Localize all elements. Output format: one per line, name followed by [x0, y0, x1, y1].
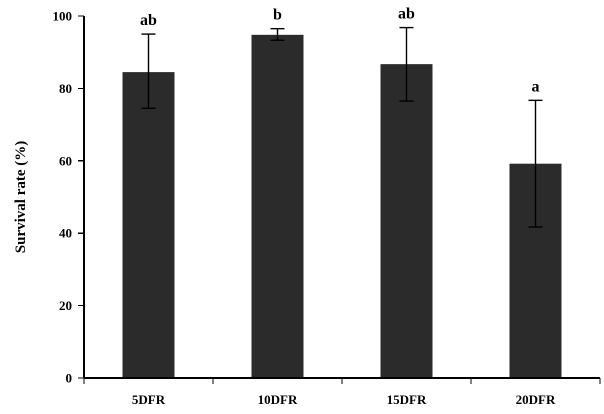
y-tick-label: 60 — [59, 153, 72, 168]
bar-5dfr — [122, 72, 175, 379]
y-axis-ticks: 0 20 40 60 80 100 — [53, 9, 84, 386]
significance-label: ab — [140, 12, 157, 29]
x-tick-label: 15DFR — [387, 392, 427, 407]
significance-labels: ab b ab a — [140, 6, 539, 96]
significance-label: a — [532, 78, 540, 95]
x-tick-label: 10DFR — [258, 392, 298, 407]
significance-label: b — [273, 7, 282, 24]
y-tick-label: 40 — [59, 226, 72, 241]
bars — [122, 34, 562, 379]
x-tick-label: 20DFR — [516, 392, 556, 407]
x-tick-label: 5DFR — [132, 392, 166, 407]
x-axis-ticks: 5DFR 10DFR 15DFR 20DFR — [83, 378, 601, 407]
bar-15dfr — [380, 64, 433, 379]
y-tick-label: 80 — [59, 81, 72, 96]
y-axis-title: Survival rate (%) — [13, 141, 29, 253]
significance-label: ab — [398, 6, 415, 23]
bar-10dfr — [251, 34, 304, 378]
error-bars — [141, 26, 543, 228]
y-tick-label: 100 — [53, 9, 73, 24]
y-tick-label: 0 — [66, 371, 73, 386]
y-tick-label: 20 — [59, 298, 72, 313]
